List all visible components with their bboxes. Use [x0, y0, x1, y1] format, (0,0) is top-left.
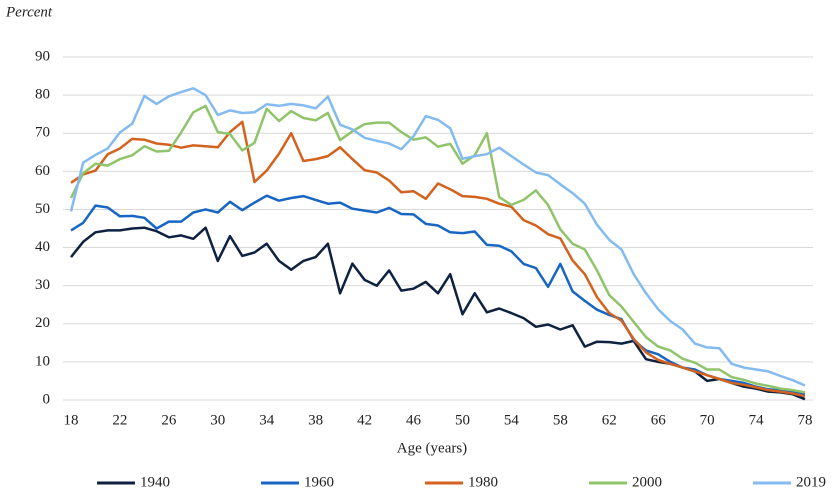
series-line — [69, 87, 806, 387]
y-tick-label: 60 — [35, 163, 50, 179]
x-tick-label: 66 — [651, 412, 667, 428]
x-tick-label: 22 — [112, 412, 127, 428]
x-tick-label: 26 — [161, 412, 177, 428]
x-tick-label: 58 — [553, 412, 568, 428]
x-tick-label: 46 — [406, 412, 422, 428]
legend-label: 1980 — [468, 474, 498, 490]
y-tick-label: 0 — [43, 391, 51, 407]
legend-label: 1940 — [140, 474, 170, 490]
y-axis-title: Percent — [5, 4, 53, 20]
x-tick-label: 34 — [259, 412, 275, 428]
y-tick-label: 40 — [35, 239, 50, 255]
x-tick-label: 50 — [455, 412, 470, 428]
legend-label: 1960 — [304, 474, 334, 490]
x-tick-label: 38 — [308, 412, 323, 428]
series-line — [69, 104, 806, 394]
legend-label: 2000 — [632, 474, 662, 490]
x-tick-label: 62 — [602, 412, 617, 428]
series-line — [70, 226, 806, 401]
y-tick-label: 50 — [35, 201, 50, 217]
y-tick-label: 10 — [35, 353, 50, 369]
y-tick-label: 80 — [35, 87, 50, 103]
x-axis-title: Age (years) — [397, 440, 467, 456]
x-tick-label: 54 — [504, 412, 520, 428]
x-tick-label: 70 — [700, 412, 715, 428]
legend-label: 2019 — [796, 474, 826, 490]
series-line — [70, 194, 806, 396]
series-line — [70, 120, 806, 398]
y-tick-label: 30 — [35, 277, 50, 293]
x-tick-label: 74 — [749, 412, 765, 428]
y-tick-label: 90 — [35, 48, 50, 64]
y-tick-label: 20 — [35, 315, 50, 331]
y-tick-label: 70 — [35, 125, 50, 141]
x-tick-label: 42 — [357, 412, 372, 428]
x-tick-label: 78 — [798, 412, 813, 428]
x-tick-label: 30 — [210, 412, 225, 428]
x-tick-label: 18 — [64, 412, 79, 428]
